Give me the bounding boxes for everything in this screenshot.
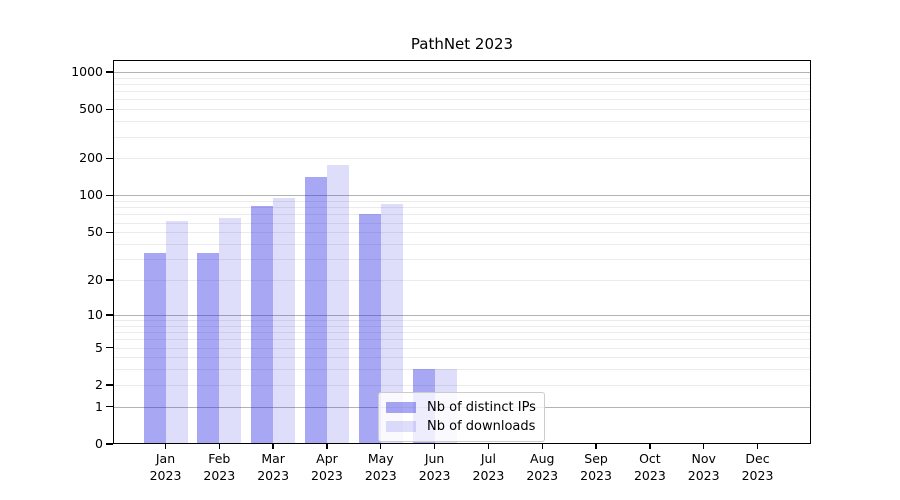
x-tick-mark xyxy=(703,444,705,449)
legend-item-distinct-ips: Nb of distinct IPs xyxy=(386,398,537,417)
y-tick-mark xyxy=(106,443,113,445)
gridline-minor xyxy=(113,244,811,245)
x-tick-label-sep: Sep 2023 xyxy=(580,451,612,483)
x-tick-label-aug: Aug 2023 xyxy=(526,451,559,483)
y-tick-mark xyxy=(106,405,113,408)
x-tick-mark xyxy=(487,444,490,449)
x-tick-label-mar: Mar 2023 xyxy=(257,451,290,483)
y-tick-mark xyxy=(106,194,113,197)
x-tick-label-dec: Dec 2023 xyxy=(741,451,774,483)
x-tick-mark xyxy=(380,444,382,449)
y-tick-label-50: 50 xyxy=(87,224,103,240)
y-tick-label-500: 500 xyxy=(79,101,103,117)
y-tick-mark xyxy=(106,314,113,316)
y-tick-label-2: 2 xyxy=(95,376,103,392)
gridline-minor xyxy=(113,99,811,101)
gridline-minor xyxy=(113,347,811,349)
x-tick-mark xyxy=(218,444,220,449)
gridline-major xyxy=(113,195,811,197)
bar-downloads-mar xyxy=(273,198,296,444)
y-tick-label-100: 100 xyxy=(79,187,103,203)
x-tick-label-apr: Apr 2023 xyxy=(311,451,343,483)
gridline-minor xyxy=(113,339,811,341)
legend-label-distinct-ips: Nb of distinct IPs xyxy=(427,400,536,415)
gridline-minor xyxy=(113,325,811,327)
gridline-minor xyxy=(113,222,811,224)
gridline-minor xyxy=(113,91,811,93)
gridline-minor xyxy=(113,158,811,160)
x-tick-mark xyxy=(272,444,274,449)
x-tick-label-jul: Jul 2023 xyxy=(472,451,505,483)
legend: Nb of distinct IPs Nb of downloads xyxy=(378,392,545,442)
y-tick-label-200: 200 xyxy=(79,150,103,166)
gridline-major xyxy=(113,71,811,73)
x-tick-mark xyxy=(326,444,328,449)
gridline-minor xyxy=(113,357,811,359)
y-tick-label-10: 10 xyxy=(87,306,103,322)
y-tick-mark xyxy=(106,71,113,73)
gridline-minor xyxy=(113,320,811,321)
y-tick-mark xyxy=(106,279,113,281)
gridline-minor xyxy=(113,201,811,203)
bar-distinct-ips-may xyxy=(358,214,381,444)
gridline-minor xyxy=(113,280,811,282)
gridline-minor xyxy=(113,77,811,79)
legend-label-downloads: Nb of downloads xyxy=(427,419,536,434)
x-tick-label-oct: Oct 2023 xyxy=(633,451,666,483)
y-tick-mark xyxy=(106,231,113,233)
legend-swatch-distinct-ips-icon xyxy=(386,402,416,413)
y-tick-mark xyxy=(106,157,113,160)
bar-distinct-ips-jan xyxy=(143,252,166,444)
chart-title: PathNet 2023 xyxy=(410,35,514,53)
gridline-minor xyxy=(113,207,811,209)
legend-item-downloads: Nb of downloads xyxy=(386,417,537,436)
y-tick-mark xyxy=(106,108,113,110)
y-tick-label-1: 1 xyxy=(95,398,103,414)
gridline-minor xyxy=(113,121,811,123)
bar-downloads-feb xyxy=(219,217,242,444)
x-tick-mark xyxy=(164,444,167,449)
gridline-minor xyxy=(113,332,811,334)
y-tick-label-1000: 1000 xyxy=(71,63,103,79)
plot-area xyxy=(113,60,811,444)
x-tick-label-nov: Nov 2023 xyxy=(687,451,720,483)
gridline-minor xyxy=(113,369,811,371)
x-tick-mark xyxy=(649,444,651,449)
gridline-minor xyxy=(113,232,811,234)
x-tick-label-feb: Feb 2023 xyxy=(203,451,236,483)
y-tick-mark xyxy=(106,346,113,349)
x-tick-label-jan: Jan 2023 xyxy=(149,451,182,483)
legend-swatch-downloads-icon xyxy=(386,421,416,432)
bar-downloads-may xyxy=(380,204,403,444)
gridline-minor xyxy=(113,214,811,216)
gridline-minor xyxy=(113,136,811,138)
gridline-minor xyxy=(113,109,811,111)
bar-downloads-jan xyxy=(165,220,188,444)
y-tick-label-5: 5 xyxy=(95,339,103,355)
gridline-minor xyxy=(113,83,811,85)
bar-downloads-apr xyxy=(326,164,349,444)
x-tick-label-jun: Jun 2023 xyxy=(418,451,451,483)
bar-distinct-ips-apr xyxy=(304,177,327,444)
bar-distinct-ips-feb xyxy=(197,252,220,444)
y-tick-label-0: 0 xyxy=(95,436,103,451)
gridline-minor xyxy=(113,384,811,386)
x-tick-mark xyxy=(433,444,436,449)
x-tick-mark xyxy=(756,444,759,449)
x-tick-label-may: May 2023 xyxy=(364,451,397,483)
y-tick-mark xyxy=(106,384,113,386)
gridline-major xyxy=(113,314,811,316)
bar-distinct-ips-mar xyxy=(251,206,274,444)
x-tick-mark xyxy=(595,444,597,449)
x-tick-mark xyxy=(541,444,543,449)
y-tick-label-20: 20 xyxy=(87,272,103,288)
gridline-minor xyxy=(113,259,811,261)
